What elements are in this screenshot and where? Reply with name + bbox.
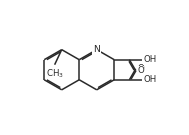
Text: OH: OH	[143, 75, 157, 84]
Text: CH$_3$: CH$_3$	[46, 68, 64, 80]
Text: O: O	[137, 66, 144, 75]
Text: OH: OH	[143, 55, 157, 64]
Text: N: N	[93, 45, 100, 54]
Text: O: O	[137, 65, 144, 73]
